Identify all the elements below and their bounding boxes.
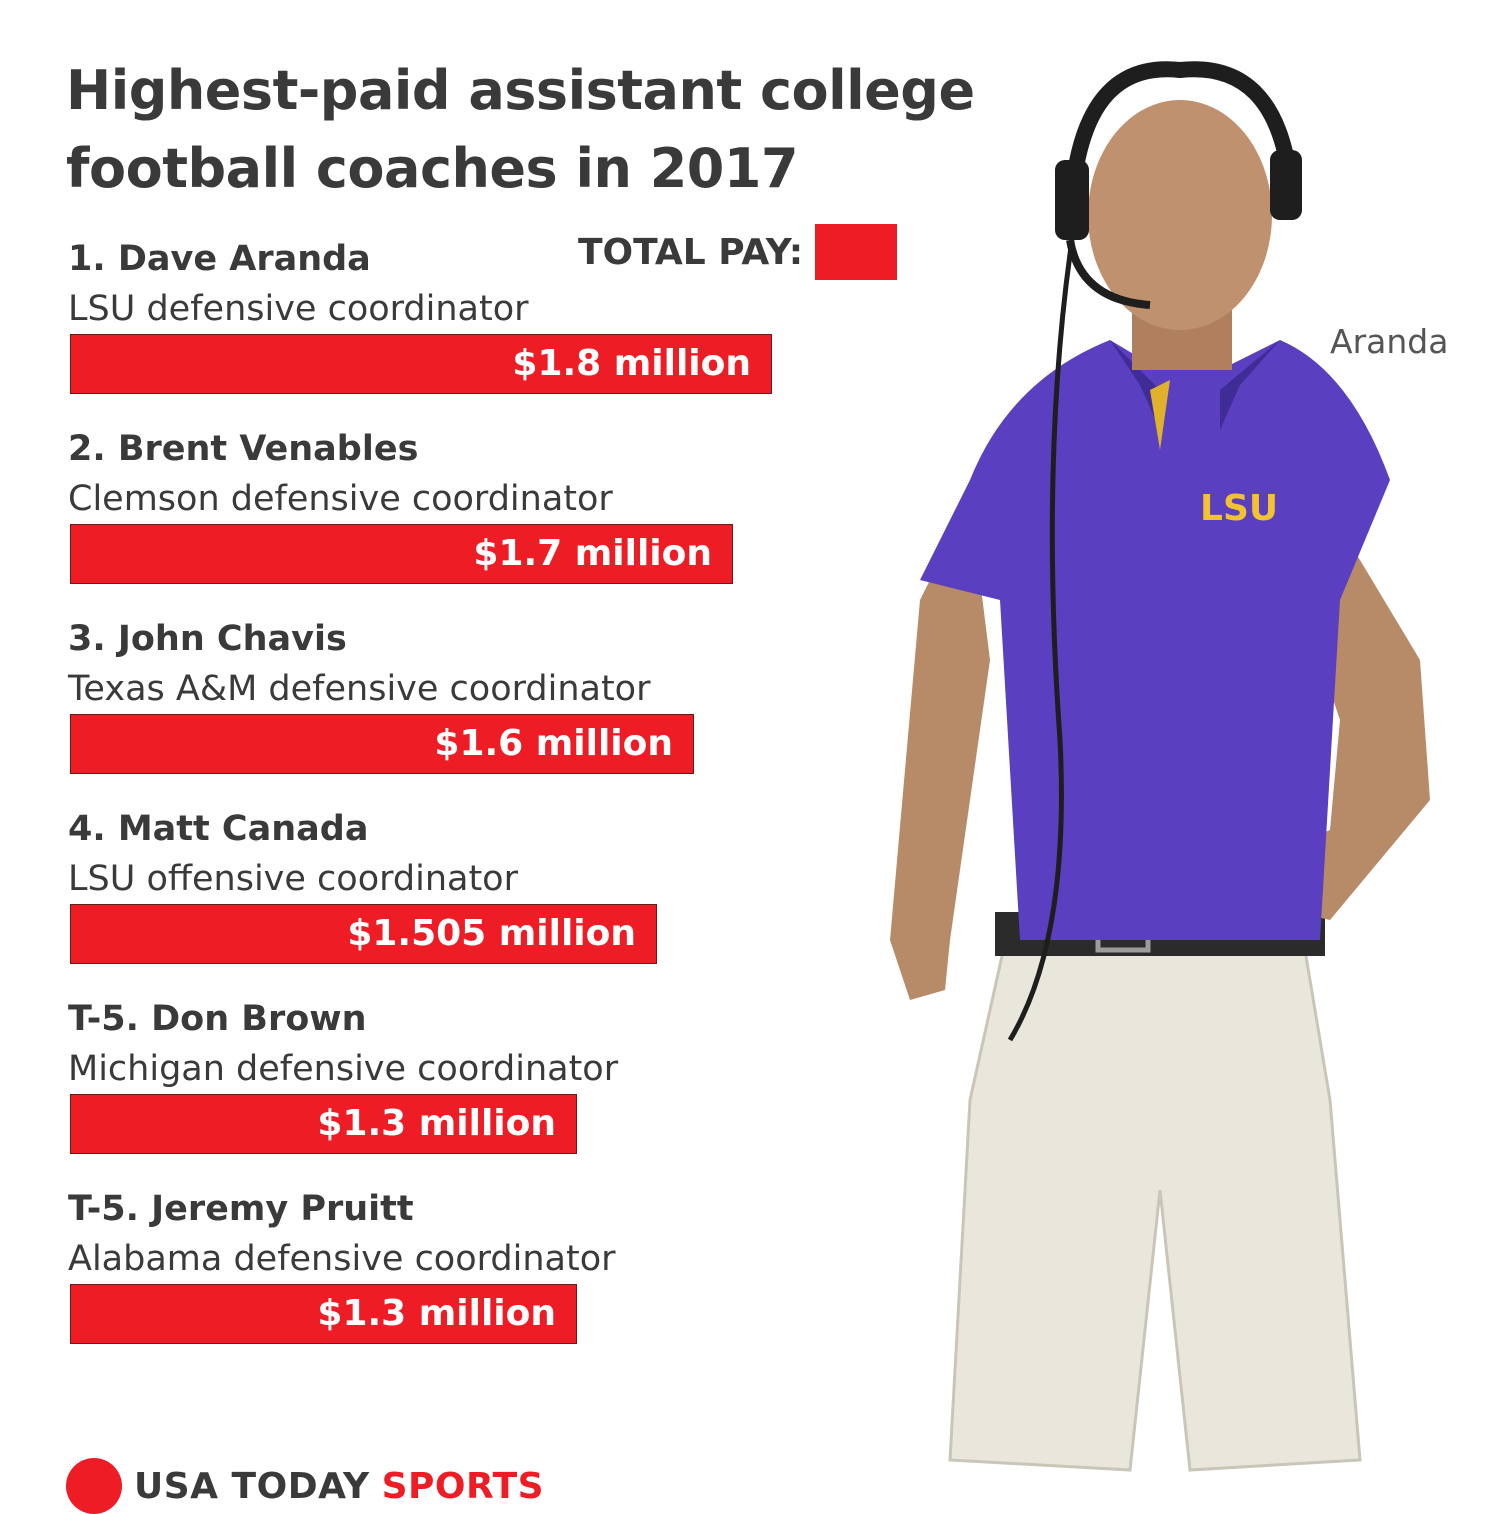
coach-name: T-5. Don Brown [68,999,367,1039]
bar-entry: T-5. Don Brown Michigan defensive coordin… [68,996,928,1154]
pay-label: $1.8 million [512,343,751,384]
logo-text: USA TODAY SPORTS [134,1466,544,1507]
coach-role: Texas A&M defensive coordinator [68,669,651,709]
coach-name: 1. Dave Aranda [68,239,371,279]
lsu-logo-text: LSU [1200,488,1278,529]
pay-label: $1.7 million [473,533,712,574]
bar-entry: 1. Dave Aranda LSU defensive coordinator $… [68,236,928,394]
legend-swatch [815,224,898,280]
photo-caption: Aranda [1330,322,1449,361]
pay-bar: $1.7 million [70,524,733,584]
pay-bar: $1.3 million [70,1094,577,1154]
pay-bar: $1.505 million [70,904,657,964]
logo-usa-today: USA TODAY [134,1465,370,1507]
pay-label: $1.6 million [434,723,673,764]
bar-entry: 2. Brent Venables Clemson defensive coord… [68,426,928,584]
legend: TOTAL PAY: [578,224,898,280]
legend-label: TOTAL PAY: [578,231,804,273]
coach-name: 4. Matt Canada [68,809,369,849]
pay-bar: $1.3 million [70,1284,577,1344]
logo-sports: SPORTS [381,1465,545,1507]
coach-role: LSU offensive coordinator [68,859,518,899]
coach-photo: LSU [890,61,1430,1472]
pay-label: $1.505 million [347,913,636,954]
coach-name: 2. Brent Venables [68,429,419,469]
bar-entry: T-5. Jeremy Pruitt Alabama defensive coor… [68,1186,928,1344]
coach-role: Alabama defensive coordinator [68,1239,616,1279]
bar-entry: 3. John Chavis Texas A&M defensive coordi… [68,616,928,774]
pay-label: $1.3 million [317,1103,556,1144]
bar-entry: 4. Matt Canada LSU offensive coordinator $… [68,806,928,964]
pay-bar: $1.8 million [70,334,772,394]
coach-role: LSU defensive coordinator [68,289,529,329]
coach-role: Michigan defensive coordinator [68,1049,619,1089]
chart-title-line1: Highest-paid assistant college [66,59,975,122]
chart-title-line2: football coaches in 2017 [66,137,799,200]
pay-bar: $1.6 million [70,714,694,774]
chart-title: Highest-paid assistant college football … [66,52,1056,208]
pay-label: $1.3 million [317,1293,556,1334]
usa-today-sports-logo: USA TODAY SPORTS [66,1458,544,1514]
coach-name: T-5. Jeremy Pruitt [68,1189,414,1229]
coach-name: 3. John Chavis [68,619,347,659]
coach-role: Clemson defensive coordinator [68,479,613,519]
logo-dot-icon [66,1458,122,1514]
